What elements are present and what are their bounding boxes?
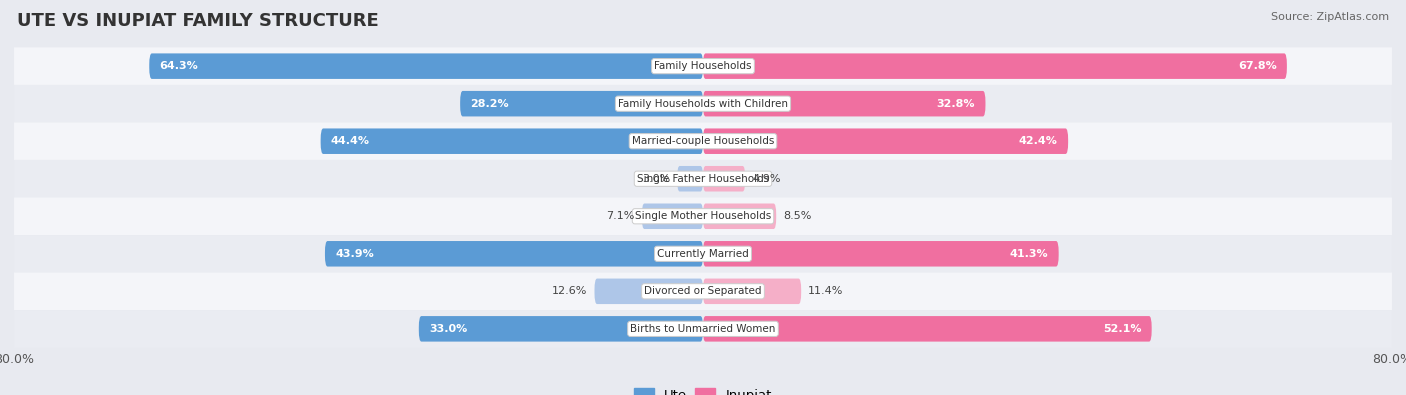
FancyBboxPatch shape — [678, 166, 703, 192]
FancyBboxPatch shape — [460, 91, 703, 117]
Text: 4.9%: 4.9% — [752, 174, 780, 184]
Text: 41.3%: 41.3% — [1010, 249, 1049, 259]
FancyBboxPatch shape — [149, 53, 703, 79]
FancyBboxPatch shape — [419, 316, 703, 342]
FancyBboxPatch shape — [14, 160, 1392, 198]
FancyBboxPatch shape — [14, 310, 1392, 348]
FancyBboxPatch shape — [703, 53, 1286, 79]
FancyBboxPatch shape — [595, 278, 703, 304]
Text: 42.4%: 42.4% — [1019, 136, 1057, 146]
Text: 64.3%: 64.3% — [160, 61, 198, 71]
FancyBboxPatch shape — [643, 203, 703, 229]
Text: Single Father Households: Single Father Households — [637, 174, 769, 184]
FancyBboxPatch shape — [703, 241, 1059, 267]
FancyBboxPatch shape — [703, 203, 776, 229]
FancyBboxPatch shape — [14, 273, 1392, 310]
Text: Divorced or Separated: Divorced or Separated — [644, 286, 762, 296]
FancyBboxPatch shape — [703, 128, 1069, 154]
Text: 67.8%: 67.8% — [1237, 61, 1277, 71]
Text: Married-couple Households: Married-couple Households — [631, 136, 775, 146]
FancyBboxPatch shape — [703, 316, 1152, 342]
FancyBboxPatch shape — [321, 128, 703, 154]
FancyBboxPatch shape — [14, 85, 1392, 122]
FancyBboxPatch shape — [703, 91, 986, 117]
Text: 32.8%: 32.8% — [936, 99, 976, 109]
FancyBboxPatch shape — [14, 198, 1392, 235]
Text: 28.2%: 28.2% — [471, 99, 509, 109]
Text: 33.0%: 33.0% — [429, 324, 467, 334]
Text: 12.6%: 12.6% — [553, 286, 588, 296]
Text: Single Mother Households: Single Mother Households — [636, 211, 770, 221]
Legend: Ute, Inupiat: Ute, Inupiat — [628, 383, 778, 395]
Text: 11.4%: 11.4% — [808, 286, 844, 296]
FancyBboxPatch shape — [325, 241, 703, 267]
Text: 7.1%: 7.1% — [606, 211, 636, 221]
FancyBboxPatch shape — [703, 278, 801, 304]
Text: Currently Married: Currently Married — [657, 249, 749, 259]
FancyBboxPatch shape — [703, 166, 745, 192]
Text: Births to Unmarried Women: Births to Unmarried Women — [630, 324, 776, 334]
FancyBboxPatch shape — [14, 122, 1392, 160]
Text: 52.1%: 52.1% — [1102, 324, 1142, 334]
Text: 44.4%: 44.4% — [330, 136, 370, 146]
Text: UTE VS INUPIAT FAMILY STRUCTURE: UTE VS INUPIAT FAMILY STRUCTURE — [17, 12, 378, 30]
Text: 3.0%: 3.0% — [643, 174, 671, 184]
FancyBboxPatch shape — [14, 47, 1392, 85]
Text: Family Households: Family Households — [654, 61, 752, 71]
Text: Source: ZipAtlas.com: Source: ZipAtlas.com — [1271, 12, 1389, 22]
FancyBboxPatch shape — [14, 235, 1392, 273]
Text: 43.9%: 43.9% — [335, 249, 374, 259]
Text: Family Households with Children: Family Households with Children — [619, 99, 787, 109]
Text: 8.5%: 8.5% — [783, 211, 811, 221]
